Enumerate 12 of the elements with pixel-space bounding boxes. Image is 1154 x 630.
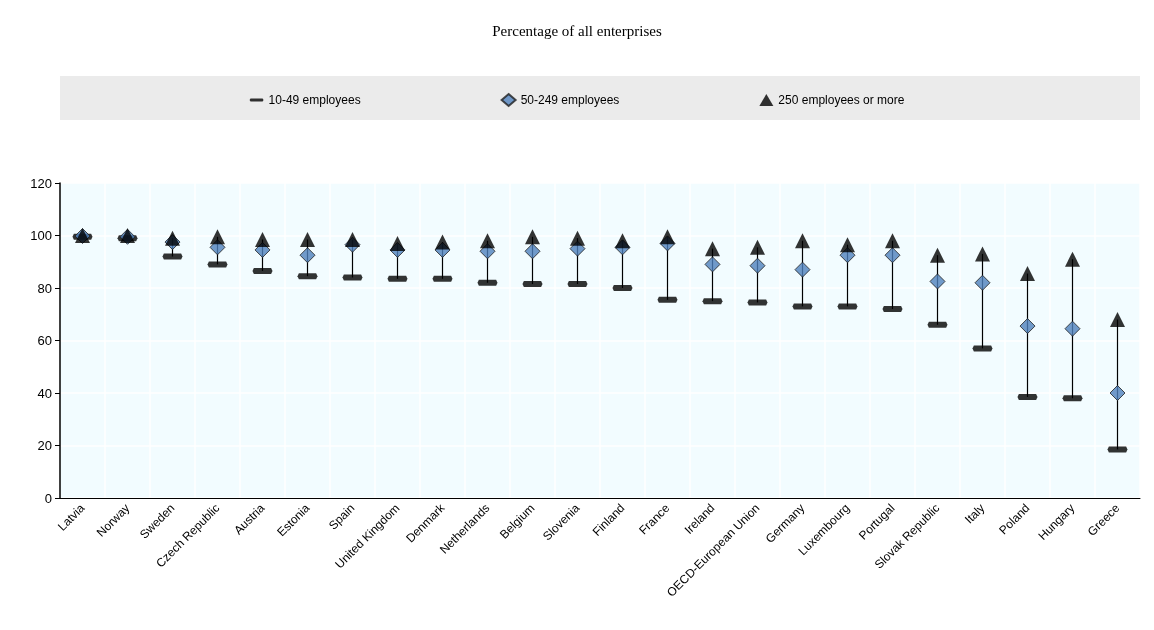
legend-label: 50-249 employees <box>520 93 620 107</box>
chart-title: Percentage of all enterprises <box>492 22 662 39</box>
y-tick-label: 40 <box>37 385 52 401</box>
y-tick-label: 20 <box>37 438 52 453</box>
y-tick-label: 120 <box>30 175 52 191</box>
y-tick-label: 0 <box>44 490 52 506</box>
legend-label: 250 employees or more <box>778 93 905 107</box>
y-tick-label: 60 <box>37 333 52 348</box>
legend-label: 10-49 employees <box>268 93 361 107</box>
x-tick-label: Italy <box>962 501 988 527</box>
y-tick-label: 80 <box>37 280 52 296</box>
y-tick-label: 100 <box>30 228 52 243</box>
